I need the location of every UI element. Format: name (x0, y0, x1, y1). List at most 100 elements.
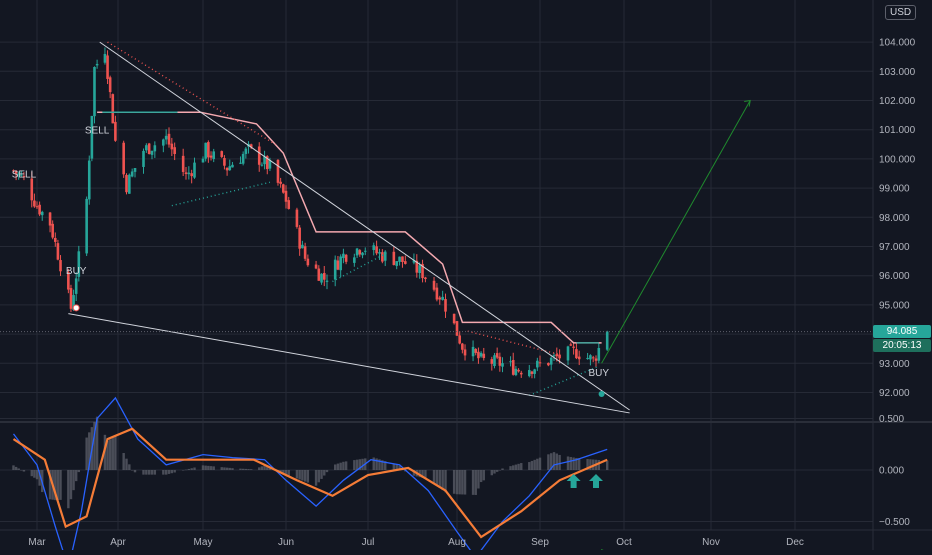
signal-label: SELL (85, 126, 110, 137)
histogram-bar (479, 470, 483, 483)
histogram-bar (555, 453, 558, 470)
candle-body (586, 357, 589, 360)
histogram-bar (589, 459, 592, 470)
candle-body (184, 172, 188, 174)
candle-body (20, 174, 23, 176)
candle-body (412, 260, 416, 263)
histogram-bar (342, 461, 345, 470)
candle-body (95, 63, 99, 66)
histogram-bar (455, 470, 459, 495)
histogram-bar (550, 453, 553, 470)
candle-body (519, 372, 523, 375)
signal-label: BUY (589, 368, 610, 379)
candle-body (438, 297, 442, 300)
price-axis-label: 95.000 (879, 300, 910, 311)
histogram-bar (164, 470, 168, 475)
supertrend-line (97, 111, 602, 344)
candle-body (48, 212, 52, 226)
histogram-bar (353, 460, 356, 470)
histogram-bar (173, 470, 176, 473)
histogram-bar (569, 456, 572, 470)
histogram-bar (125, 458, 128, 470)
histogram-bar (258, 467, 261, 470)
candle-body (381, 252, 384, 262)
candle-body (533, 369, 536, 374)
histogram-bar (282, 470, 285, 474)
dotted-resistance (467, 330, 560, 356)
histogram-bar (498, 470, 502, 471)
dotted-resistance (107, 41, 276, 145)
histogram-bar (59, 470, 62, 500)
histogram-bar (74, 470, 78, 482)
projection-arrow (601, 100, 751, 364)
histogram-bar (501, 468, 504, 470)
candle-body (594, 358, 598, 361)
candle-body (493, 355, 496, 367)
signal-label: BUY (66, 266, 87, 277)
histogram-bar (586, 458, 589, 470)
candle-body (114, 121, 117, 141)
histogram-bar (558, 454, 561, 470)
candle-body (363, 250, 367, 252)
candle-body (167, 133, 171, 145)
histogram-bar (384, 461, 387, 470)
candle-body (56, 243, 60, 260)
candle-body (477, 351, 480, 359)
histogram-bar (225, 467, 229, 470)
histogram-bar (528, 462, 531, 470)
histogram-bar (334, 464, 337, 470)
candle-body (566, 346, 570, 361)
histogram-bar (493, 470, 496, 474)
histogram-bar (530, 460, 534, 470)
up-arrow-icon (566, 474, 581, 488)
candle-body (538, 362, 542, 364)
candle-body (241, 153, 245, 164)
histogram-bar (142, 470, 145, 475)
histogram-bar (241, 468, 245, 470)
candle-body (474, 349, 478, 353)
histogram-bar (220, 467, 223, 470)
candle-body (314, 264, 318, 269)
candle-body (401, 256, 404, 263)
currency-badge[interactable]: USD (885, 5, 917, 20)
candle-body (93, 67, 96, 117)
histogram-bar (336, 463, 340, 470)
histogram-bar (231, 468, 234, 470)
candle-body (145, 145, 148, 151)
candle-body (471, 346, 475, 357)
candle-body (301, 244, 304, 249)
candle-body (35, 206, 39, 208)
histogram-bar (284, 470, 288, 475)
candle-body (201, 158, 205, 163)
histogram-bar (167, 470, 171, 474)
candle-body (276, 159, 280, 183)
candle-body (336, 260, 340, 270)
price-axis-label: 103.000 (879, 67, 916, 78)
candle-body (147, 143, 151, 155)
histogram-bar (533, 459, 536, 470)
histogram-bar (33, 470, 36, 478)
histogram-bar (114, 436, 117, 470)
macd-axis-label: 0.000 (879, 466, 904, 477)
histogram-bar (461, 470, 464, 495)
candle-body (344, 254, 348, 262)
candle-body (244, 148, 248, 154)
histogram-bar (207, 465, 210, 470)
candle-body (375, 246, 378, 254)
histogram-bar (106, 440, 109, 470)
macd-pane (12, 396, 609, 555)
candle-body (355, 248, 359, 256)
histogram-bar (133, 470, 137, 473)
histogram-bar (344, 461, 348, 470)
candle-body (333, 259, 337, 280)
candle-body (72, 295, 75, 310)
histogram-bar (339, 462, 342, 470)
candle-body (77, 251, 81, 277)
histogram-bar (458, 470, 461, 495)
candle-body (193, 162, 196, 178)
candle-body (342, 253, 345, 259)
histogram-bar (547, 454, 550, 470)
